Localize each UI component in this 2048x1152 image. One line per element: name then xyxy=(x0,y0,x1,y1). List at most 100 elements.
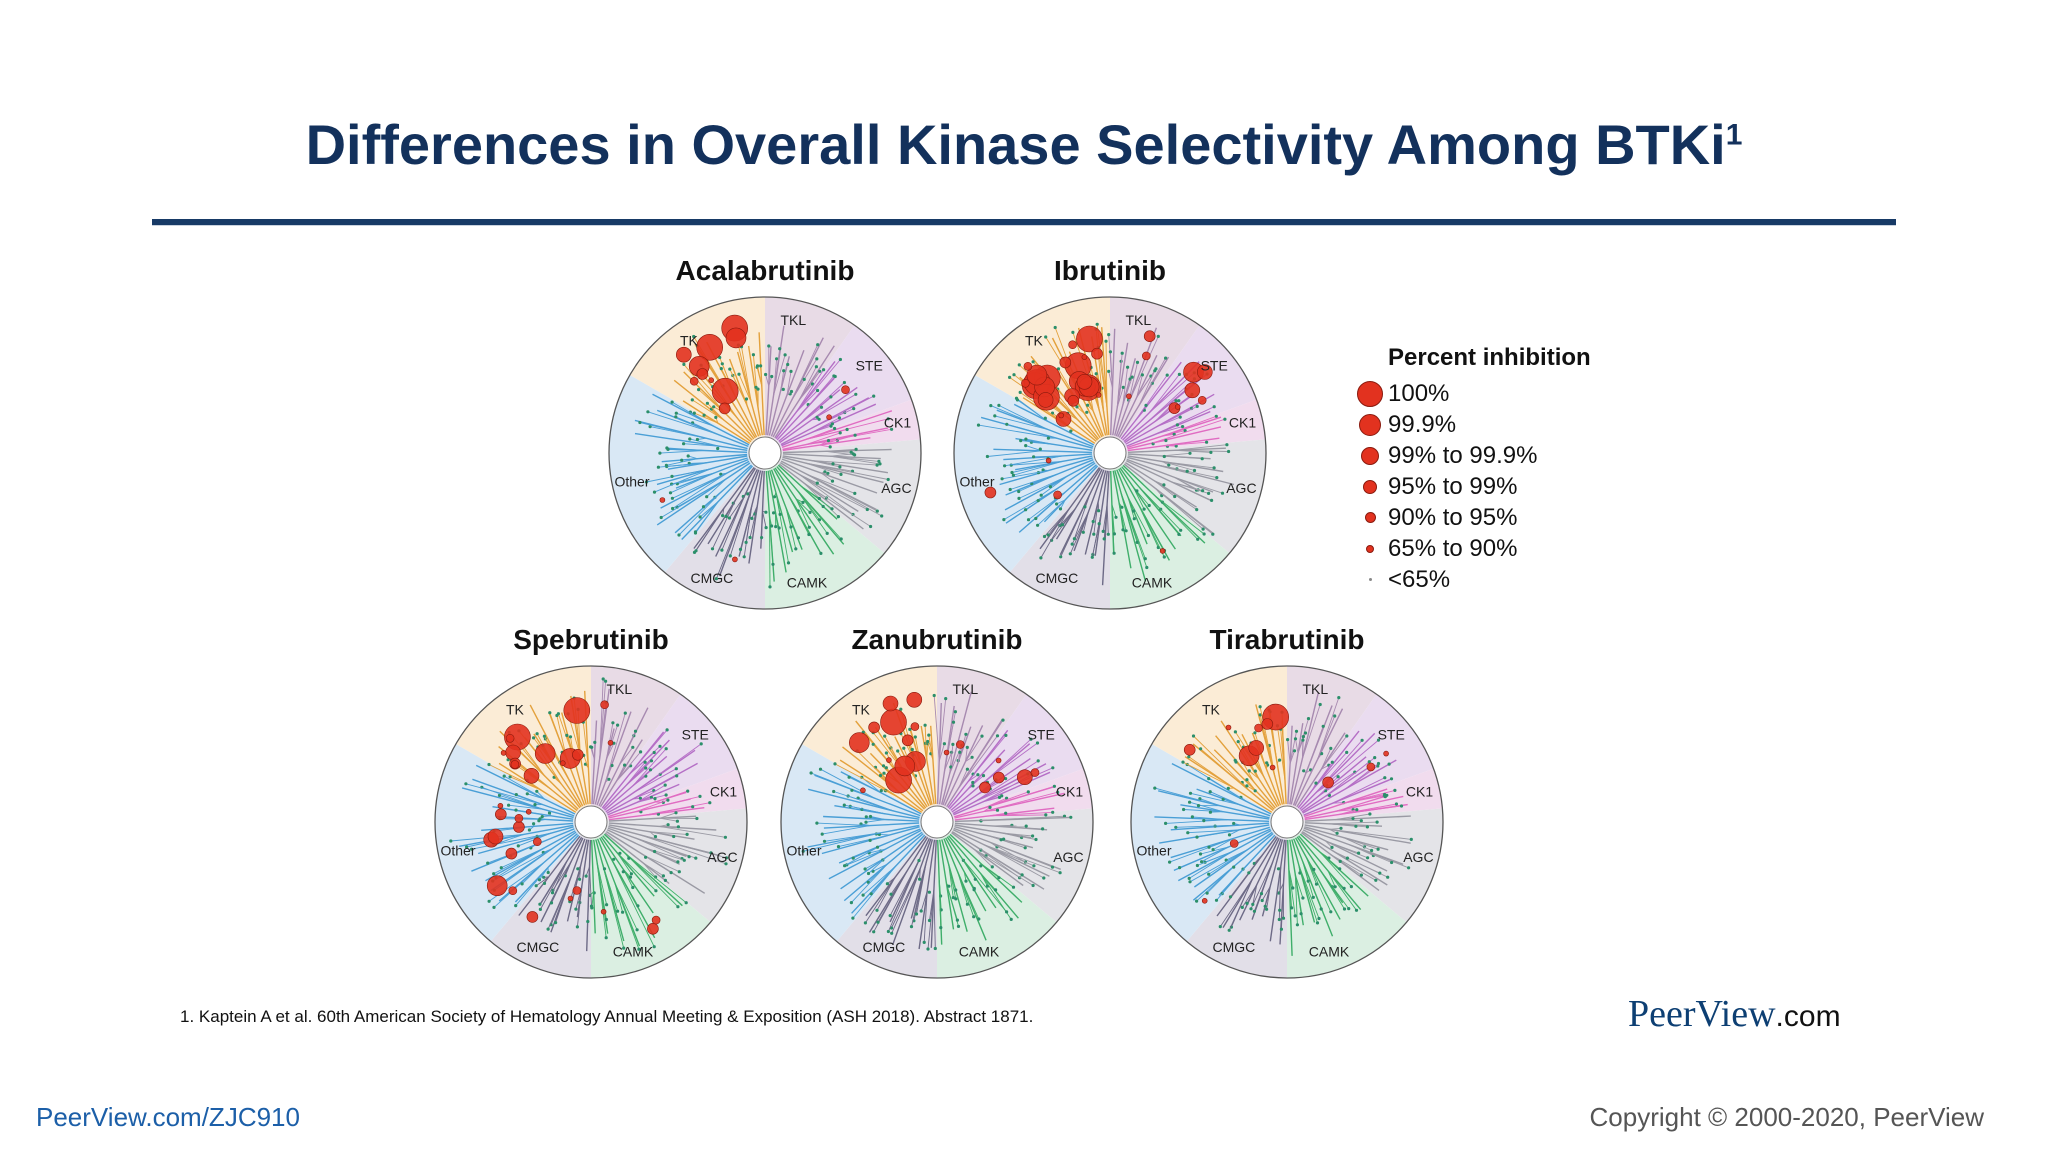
kinase-dot xyxy=(786,561,791,565)
kinase-twig xyxy=(990,841,1053,868)
kinase-twig xyxy=(1156,424,1178,435)
kinase-twig xyxy=(796,489,842,540)
inhibition-dot xyxy=(732,556,738,563)
kinase-twig xyxy=(547,874,573,930)
kinase-twig xyxy=(639,422,707,439)
kinase-dot xyxy=(1265,907,1269,911)
tree-outline xyxy=(1130,665,1444,979)
kinase-twig xyxy=(521,862,544,885)
kinase-dot xyxy=(789,369,793,373)
kinase-twig xyxy=(806,376,836,409)
inhibition-dot xyxy=(1055,411,1072,427)
kinase-dot xyxy=(661,874,665,878)
kinase-dot xyxy=(802,377,806,381)
kinase-twig xyxy=(625,853,687,904)
kinase-twig xyxy=(617,853,657,892)
kinase-twig xyxy=(944,752,953,771)
kinase-twig xyxy=(1082,512,1089,533)
kinase-twig xyxy=(1037,487,1059,501)
kinase-dot xyxy=(671,506,675,511)
kinase-twig xyxy=(844,804,886,815)
kinase-dot xyxy=(913,735,917,739)
kinase-dot xyxy=(638,796,642,800)
kinase-dot xyxy=(830,422,834,426)
kinase-branch xyxy=(1296,836,1344,904)
kinase-twig xyxy=(984,738,1032,782)
kinase-dot xyxy=(926,947,930,951)
kinase-branch xyxy=(604,755,668,811)
inhibition-dot xyxy=(711,377,739,405)
kinase-twig xyxy=(579,866,581,880)
kinase-twig xyxy=(629,729,668,775)
kinase-twig xyxy=(1062,508,1076,525)
kinase-twig xyxy=(1250,861,1274,909)
kinase-dot xyxy=(724,862,728,866)
kinase-dot xyxy=(602,867,607,871)
kinase-twig xyxy=(1327,870,1345,889)
kinase-branch xyxy=(1125,393,1215,445)
kinase-dot xyxy=(770,524,774,528)
kinase-twig xyxy=(1210,811,1224,813)
kinase-dot xyxy=(631,885,635,890)
kinase-dot xyxy=(1226,786,1230,790)
kinase-dot xyxy=(1342,886,1346,890)
kinase-dot xyxy=(819,551,823,555)
group-label-tkl: TKL xyxy=(952,681,978,697)
kinase-twig xyxy=(1196,829,1240,838)
kinase-twig xyxy=(1276,725,1286,781)
kinase-dot xyxy=(838,431,842,435)
kinase-dot xyxy=(836,845,841,849)
kinase-dot xyxy=(550,891,555,895)
kinase-dot xyxy=(816,388,820,393)
kinase-twig xyxy=(683,364,726,414)
kinase-branch xyxy=(1251,838,1282,920)
kinase-dot xyxy=(1367,760,1371,764)
kinase-twig xyxy=(1320,871,1345,910)
inhibition-dot xyxy=(1201,898,1208,904)
kinase-twig xyxy=(492,848,553,882)
kinase-dot xyxy=(1225,443,1229,447)
legend-dot xyxy=(1366,544,1374,553)
kinase-twig xyxy=(707,402,725,421)
peerview-logo: PeerView.com xyxy=(1628,992,1841,1036)
kinase-twig xyxy=(699,501,719,518)
kinase-twig xyxy=(601,863,625,949)
kinase-dot xyxy=(1299,912,1303,916)
kinase-twig xyxy=(929,889,935,921)
kinase-dot xyxy=(1053,325,1057,330)
kinase-dot xyxy=(1195,404,1199,408)
kinase-dot xyxy=(1153,786,1157,790)
kinase-dot xyxy=(586,919,590,924)
brand-name: PeerView xyxy=(1628,993,1776,1035)
kinase-twig xyxy=(974,760,1039,803)
kinase-twig xyxy=(862,865,897,896)
inhibition-dot xyxy=(514,814,524,823)
kinase-dot xyxy=(664,463,668,467)
kinase-dot xyxy=(652,490,657,494)
kinase-dot xyxy=(1202,532,1206,536)
kinase-branch xyxy=(950,743,1031,811)
kinase-twig xyxy=(1208,778,1247,802)
inhibition-dot xyxy=(1225,724,1232,731)
kinase-twig xyxy=(672,472,727,509)
kinase-twig xyxy=(949,745,963,774)
kinase-twig xyxy=(791,379,805,401)
kinase-dot xyxy=(1306,717,1311,721)
kinase-branch xyxy=(948,749,1006,810)
kinase-dot xyxy=(1060,523,1065,527)
kinase-twig xyxy=(632,775,677,800)
kinase-dot xyxy=(884,766,888,770)
group-label-tkl: TKL xyxy=(1302,681,1328,697)
inhibition-dot xyxy=(600,700,609,710)
inhibition-dot xyxy=(505,734,515,743)
legend-label: <65% xyxy=(1388,565,1451,593)
kinase-dot xyxy=(1342,907,1347,911)
kinase-twig xyxy=(488,764,542,791)
kinase-dot xyxy=(882,771,886,775)
kinome-tree: TKL STE CK1 AGC CAMK CMGC Other TK xyxy=(434,665,748,979)
kinase-dot xyxy=(815,481,819,485)
kinase-branch xyxy=(808,788,920,819)
kinase-dot xyxy=(880,514,884,518)
tree-outline xyxy=(953,296,1267,610)
kinase-dot xyxy=(658,451,662,455)
